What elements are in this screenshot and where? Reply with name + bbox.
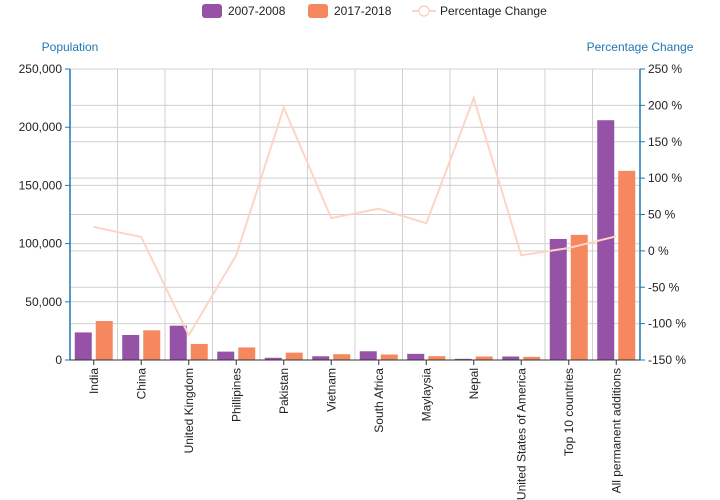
y-left-tick-label: 100,000 bbox=[19, 237, 63, 251]
legend-swatch bbox=[202, 4, 222, 18]
y-left-tick-label: 0 bbox=[55, 353, 62, 367]
y-left-tick-label: 250,000 bbox=[19, 62, 63, 76]
bar[interactable] bbox=[333, 354, 351, 360]
legend-item[interactable]: 2007-2008 bbox=[202, 4, 286, 18]
bar[interactable] bbox=[618, 170, 636, 360]
x-tick-label: South Africa bbox=[372, 368, 386, 433]
legend-item[interactable]: Percentage Change bbox=[412, 4, 547, 18]
y-right-axis-title: Percentage Change bbox=[587, 40, 694, 54]
x-tick-label: Pakistan bbox=[277, 368, 291, 414]
bar[interactable] bbox=[523, 356, 541, 360]
x-tick-label: United States of America bbox=[514, 368, 528, 500]
legend[interactable]: 2007-2008 2017-2018 Percentage Change bbox=[202, 4, 547, 18]
bar[interactable] bbox=[407, 353, 425, 360]
x-tick-label: Phillipines bbox=[229, 368, 243, 422]
bar[interactable] bbox=[312, 356, 330, 360]
x-tick-label: India bbox=[87, 368, 101, 394]
bar[interactable] bbox=[502, 356, 520, 360]
y-right-tick-label: 50 % bbox=[648, 208, 676, 222]
y-right-tick-label: 150 % bbox=[648, 135, 682, 149]
bar-series bbox=[74, 120, 636, 360]
x-tick-label: United Kingdom bbox=[182, 368, 196, 453]
x-tick-label: Top 10 countries bbox=[562, 368, 576, 456]
bar[interactable] bbox=[95, 321, 113, 360]
bar[interactable] bbox=[264, 357, 282, 360]
axes bbox=[65, 68, 645, 365]
bar[interactable] bbox=[122, 334, 140, 360]
y-right-tick-label: -150 % bbox=[648, 353, 686, 367]
x-tick-label: Maylaysia bbox=[419, 368, 433, 422]
y-right-tick-label: 250 % bbox=[648, 62, 682, 76]
y-right-tick-label: 100 % bbox=[648, 171, 682, 185]
y-left-tick-label: 50,000 bbox=[25, 295, 62, 309]
bar[interactable] bbox=[597, 120, 615, 360]
legend-swatch-marker bbox=[418, 5, 430, 17]
bar[interactable] bbox=[380, 354, 398, 360]
legend-label: Percentage Change bbox=[440, 4, 547, 18]
x-tick-label: Vietnam bbox=[324, 368, 338, 412]
y-left-axis-title: Population bbox=[42, 40, 99, 54]
bar[interactable] bbox=[217, 351, 235, 360]
y-right-tick-label: -100 % bbox=[648, 317, 686, 331]
tick-labels: 0 50,000 100,000 150,000 200,000 250,000 -150 … bbox=[19, 62, 687, 500]
legend-item[interactable]: 2017-2018 bbox=[308, 4, 392, 18]
legend-label: 2017-2018 bbox=[334, 4, 392, 18]
bar[interactable] bbox=[190, 343, 208, 360]
bar[interactable] bbox=[570, 234, 588, 360]
bar[interactable] bbox=[549, 238, 567, 360]
bar[interactable] bbox=[285, 352, 303, 360]
y-left-tick-label: 200,000 bbox=[19, 120, 63, 134]
x-tick-label: All permanent additions bbox=[609, 368, 623, 493]
bar[interactable] bbox=[454, 358, 472, 360]
bar[interactable] bbox=[143, 330, 161, 360]
bar[interactable] bbox=[238, 347, 256, 360]
bar[interactable] bbox=[359, 351, 377, 360]
legend-label: 2007-2008 bbox=[228, 4, 286, 18]
y-right-tick-label: -50 % bbox=[648, 280, 680, 294]
y-left-tick-label: 150,000 bbox=[19, 178, 63, 192]
bar[interactable] bbox=[428, 356, 446, 360]
bar[interactable] bbox=[169, 325, 187, 360]
x-tick-label: Nepal bbox=[467, 368, 481, 399]
legend-swatch bbox=[308, 4, 328, 18]
bar[interactable] bbox=[475, 356, 493, 360]
line-path[interactable] bbox=[93, 94, 617, 338]
y-right-tick-label: 0 % bbox=[648, 244, 669, 258]
y-right-tick-label: 200 % bbox=[648, 98, 682, 112]
bar[interactable] bbox=[74, 332, 92, 360]
line-series bbox=[93, 94, 617, 338]
x-tick-label: China bbox=[134, 368, 148, 400]
